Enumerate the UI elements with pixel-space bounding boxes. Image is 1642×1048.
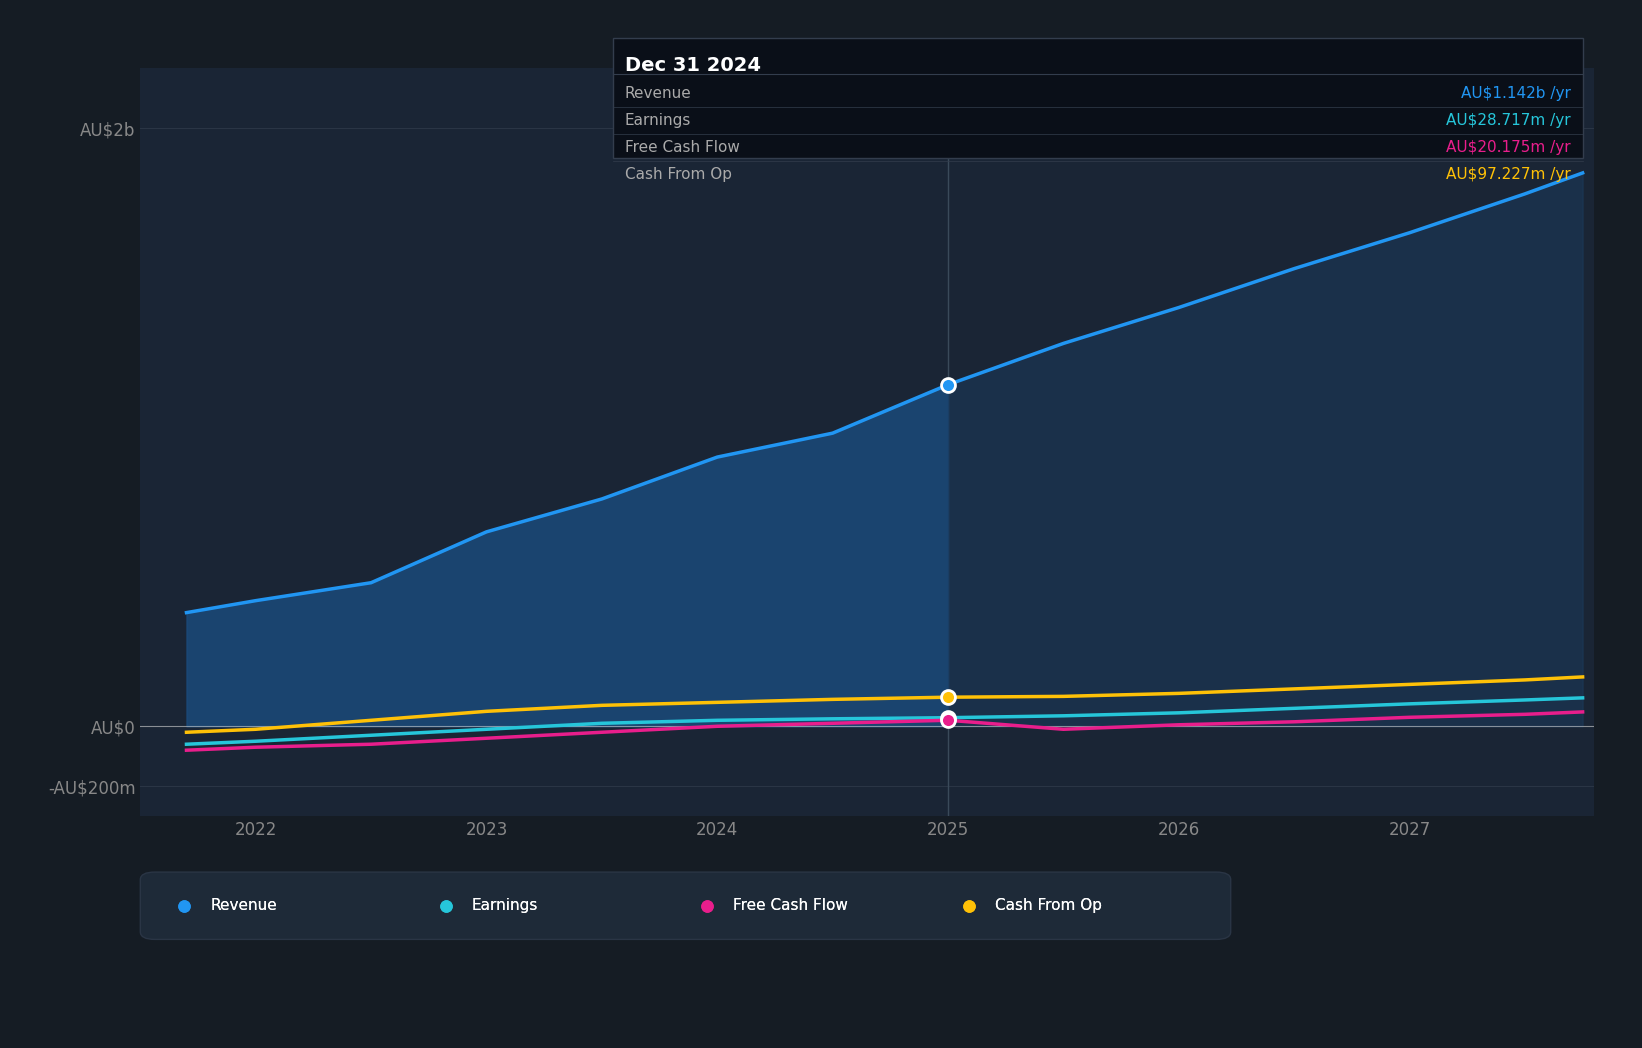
Text: Revenue: Revenue <box>210 898 277 913</box>
Text: AU$97.227m /yr: AU$97.227m /yr <box>1447 167 1571 182</box>
Text: Dec 31 2024: Dec 31 2024 <box>626 57 760 75</box>
FancyBboxPatch shape <box>614 39 1583 158</box>
Text: Earnings: Earnings <box>626 113 691 128</box>
Text: AU$1.142b /yr: AU$1.142b /yr <box>1461 86 1571 102</box>
Text: AU$20.175m /yr: AU$20.175m /yr <box>1447 140 1571 155</box>
Text: Revenue: Revenue <box>626 86 691 102</box>
FancyBboxPatch shape <box>140 872 1232 939</box>
Text: Free Cash Flow: Free Cash Flow <box>734 898 849 913</box>
Text: Free Cash Flow: Free Cash Flow <box>626 140 741 155</box>
Text: AU$28.717m /yr: AU$28.717m /yr <box>1447 113 1571 128</box>
Text: Cash From Op: Cash From Op <box>995 898 1102 913</box>
Text: Past: Past <box>893 134 936 152</box>
Text: Earnings: Earnings <box>471 898 539 913</box>
Text: Cash From Op: Cash From Op <box>995 898 1102 913</box>
Text: Analysts Forecasts: Analysts Forecasts <box>959 134 1128 152</box>
Text: Cash From Op: Cash From Op <box>626 167 732 182</box>
Text: Revenue: Revenue <box>210 898 277 913</box>
Text: Earnings: Earnings <box>471 898 539 913</box>
Text: Free Cash Flow: Free Cash Flow <box>734 898 849 913</box>
